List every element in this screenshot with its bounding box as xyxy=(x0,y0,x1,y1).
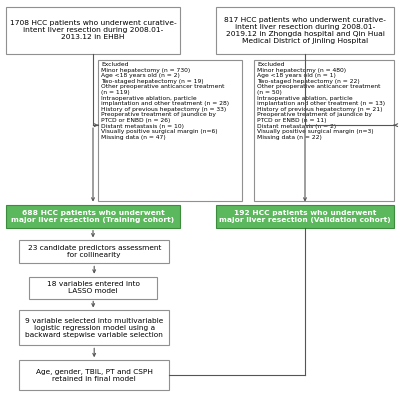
Text: Excluded
Minor hepatectomy (n = 730)
Age <18 years old (n = 2)
Two-staged hepate: Excluded Minor hepatectomy (n = 730) Age… xyxy=(101,62,229,140)
Text: 23 candidate predictors assessment
for collinearity: 23 candidate predictors assessment for c… xyxy=(28,246,161,258)
FancyBboxPatch shape xyxy=(19,240,169,263)
FancyBboxPatch shape xyxy=(19,310,169,345)
FancyBboxPatch shape xyxy=(19,360,169,390)
Text: Excluded
Minor hepatectomy (n = 480)
Age <18 years old (n = 1)
Two-staged hepate: Excluded Minor hepatectomy (n = 480) Age… xyxy=(257,62,385,140)
Text: 1708 HCC patients who underwent curative-
intent liver resection during 2008.01-: 1708 HCC patients who underwent curative… xyxy=(10,20,176,40)
Text: 9 variable selected into multivariable
logistic regression model using a
backwar: 9 variable selected into multivariable l… xyxy=(25,318,163,338)
FancyBboxPatch shape xyxy=(6,7,180,54)
FancyBboxPatch shape xyxy=(98,60,242,201)
FancyBboxPatch shape xyxy=(254,60,394,201)
FancyBboxPatch shape xyxy=(216,205,394,228)
Text: Age, gender, TBIL, PT and CSPH
retained in final model: Age, gender, TBIL, PT and CSPH retained … xyxy=(36,369,153,382)
FancyBboxPatch shape xyxy=(29,277,157,298)
FancyBboxPatch shape xyxy=(6,205,180,228)
FancyBboxPatch shape xyxy=(216,7,394,54)
Text: 817 HCC patients who underwent curative-
intent liver resection during 2008.01-
: 817 HCC patients who underwent curative-… xyxy=(224,17,386,44)
Text: 18 variables entered into
LASSO model: 18 variables entered into LASSO model xyxy=(47,281,140,294)
Text: 688 HCC patients who underwent
major liver resection (Training cohort): 688 HCC patients who underwent major liv… xyxy=(12,210,174,222)
Text: 192 HCC patients who underwent
major liver resection (Validation cohort): 192 HCC patients who underwent major liv… xyxy=(219,210,391,222)
